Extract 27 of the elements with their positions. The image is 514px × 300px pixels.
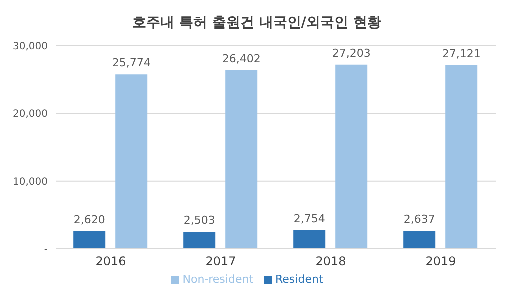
data-label: 25,774 [112, 56, 151, 70]
bar [184, 232, 216, 249]
x-tick-label: 2017 [206, 254, 236, 269]
bar [294, 230, 326, 249]
bar [74, 231, 106, 249]
data-label: 26,402 [222, 52, 261, 66]
y-tick-label: 30,000 [13, 42, 48, 53]
bar [404, 231, 436, 249]
chart-title: 호주내 특허 출원건 내국인/외국인 현황 [132, 14, 382, 33]
legend-label: Resident [276, 273, 324, 286]
data-label: 2,620 [74, 213, 106, 226]
x-tick-label: 2016 [96, 254, 126, 269]
y-tick-label: 20,000 [13, 109, 48, 120]
data-label: 2,754 [294, 212, 326, 226]
bar [336, 64, 368, 249]
x-tick-label: 2019 [426, 254, 456, 269]
y-tick-label: 10,000 [13, 176, 48, 188]
x-tick-label: 2018 [316, 254, 346, 269]
bar [116, 74, 148, 249]
data-label: 2,637 [404, 213, 436, 226]
y-tick-label: - [44, 244, 48, 256]
bar [446, 65, 478, 249]
data-label: 27,203 [332, 46, 371, 60]
bar [226, 70, 258, 249]
data-label: 27,121 [442, 47, 481, 60]
data-label: 2,503 [184, 214, 216, 228]
legend-label: Non-resident [182, 273, 254, 286]
